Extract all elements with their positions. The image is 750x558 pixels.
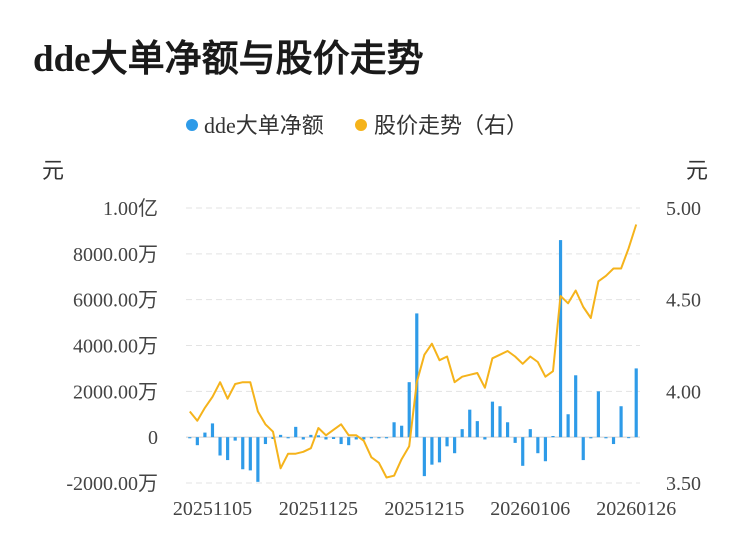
left-tick-label: 8000.00万 — [73, 244, 158, 266]
left-tick-label: 0 — [148, 427, 158, 449]
dde-bar — [619, 406, 623, 438]
right-tick-label: 3.50 — [666, 473, 701, 495]
dde-bar — [301, 437, 305, 440]
dde-bar — [347, 437, 351, 446]
dde-bar — [453, 437, 457, 454]
dde-bar — [286, 437, 290, 439]
dde-bar — [203, 432, 207, 438]
dde-bar — [536, 437, 540, 454]
dde-bar — [445, 437, 449, 447]
right-axis-ticks: 3.50 4.00 4.50 5.00 — [666, 198, 701, 495]
dde-bar — [407, 382, 411, 438]
dde-bars — [188, 240, 638, 482]
dde-bar — [309, 434, 313, 438]
left-tick-label: 6000.00万 — [73, 290, 158, 312]
dde-bar — [248, 437, 252, 471]
dde-bar — [218, 437, 222, 456]
dde-bar — [589, 437, 593, 439]
dde-bar — [339, 437, 343, 445]
dde-bar — [611, 437, 616, 445]
dde-bar — [422, 437, 426, 477]
dde-bar — [256, 437, 260, 482]
dde-bar — [430, 437, 434, 465]
right-tick-label: 4.00 — [666, 381, 701, 403]
left-tick-label: 2000.00万 — [73, 381, 158, 403]
dde-bar — [384, 437, 389, 439]
left-axis-ticks: -2000.00万 0 2000.00万 4000.00万 6000.00万 8000.0… — [66, 197, 158, 495]
dde-bar — [566, 414, 570, 438]
x-tick-label: 20260106 — [490, 498, 570, 520]
left-tick-label: -2000.00万 — [66, 473, 158, 495]
right-tick-label: 4.50 — [666, 290, 701, 312]
dde-bar — [483, 437, 487, 440]
legend-label-price[interactable]: 股价走势（右） — [374, 113, 528, 138]
dde-bar — [528, 429, 532, 438]
dde-bar — [233, 437, 237, 441]
dde-bar — [581, 437, 585, 461]
dde-bar — [574, 375, 578, 438]
legend: dde大单净额 股价走势（右） — [186, 113, 528, 138]
page-title: dde大单净额与股价走势 — [33, 39, 424, 80]
dde-bar — [188, 437, 192, 439]
dde-bar — [521, 437, 525, 466]
x-tick-label: 20260126 — [596, 498, 676, 520]
dde-bar — [558, 240, 563, 438]
dde-bar — [195, 437, 199, 446]
dde-bar — [263, 437, 268, 445]
dde-bar — [490, 401, 495, 438]
x-tick-label: 20251125 — [279, 498, 358, 520]
legend-marker-dde — [186, 119, 198, 131]
dde-bar — [437, 437, 442, 463]
dde-bar — [362, 437, 366, 440]
dde-bar — [551, 436, 555, 438]
dde-bar — [468, 409, 472, 438]
right-axis-unit: 元 — [686, 158, 708, 183]
left-tick-label: 1.00亿 — [103, 197, 158, 220]
dde-bar — [377, 437, 381, 439]
dde-bar — [498, 406, 502, 438]
dde-bar — [475, 421, 479, 438]
dde-bar — [241, 437, 245, 470]
dde-bar — [278, 434, 283, 438]
price-line — [189, 224, 638, 479]
dde-bar — [369, 437, 373, 439]
dde-bar — [400, 425, 404, 438]
dde-bar — [513, 437, 517, 443]
dde-bar — [271, 437, 275, 439]
dde-bar — [415, 313, 419, 438]
dde-bar — [354, 437, 358, 440]
grid-lines — [186, 207, 640, 484]
x-axis-ticks: 20251105 20251125 20251215 20260106 20260126 — [173, 498, 676, 520]
dde-bar — [331, 437, 336, 439]
dde-bar — [210, 423, 215, 438]
legend-marker-price — [355, 119, 367, 131]
price-line-group — [189, 224, 638, 479]
dde-bar — [324, 437, 328, 440]
dde-bar — [460, 429, 464, 438]
dde-bar — [226, 437, 230, 461]
dde-bar — [634, 368, 638, 438]
x-tick-label: 20251215 — [384, 498, 464, 520]
dde-bar — [596, 391, 600, 438]
dde-bar — [392, 422, 396, 438]
legend-label-dde[interactable]: dde大单净额 — [204, 113, 324, 138]
dde-bar — [604, 437, 608, 439]
dde-bar — [543, 437, 548, 462]
x-tick-label: 20251105 — [173, 498, 252, 520]
right-tick-label: 5.00 — [666, 198, 701, 220]
dde-bar — [294, 426, 298, 438]
dde-bar — [627, 437, 631, 439]
left-tick-label: 4000.00万 — [73, 336, 158, 358]
left-axis-unit: 元 — [42, 158, 64, 183]
dde-bar — [505, 422, 510, 438]
dde-bar — [316, 435, 321, 438]
